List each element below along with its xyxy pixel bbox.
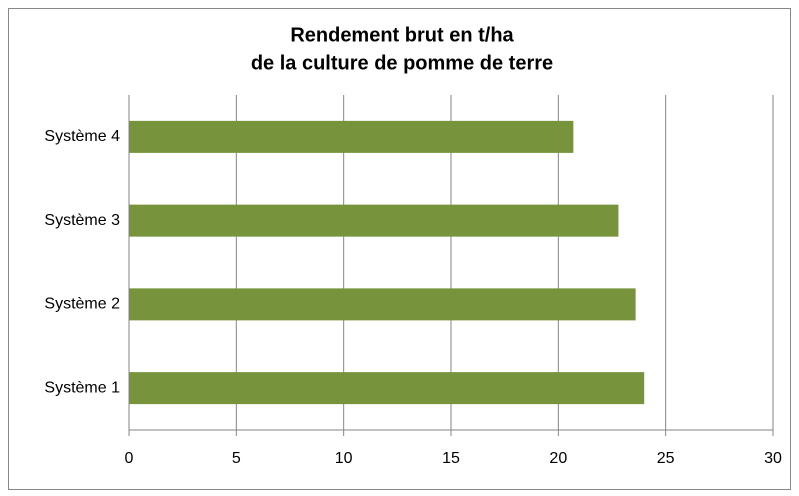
chart-title: de la culture de pomme de terre [251,52,553,74]
x-tick-label: 25 [657,450,675,467]
y-tick-label: Système 3 [44,212,120,229]
bar [129,204,619,237]
x-tick-label: 10 [335,450,353,467]
chart-border [8,8,791,490]
chart-title: Rendement brut en t/ha [290,24,514,46]
y-tick-label: Système 4 [44,128,120,145]
x-tick-label: 30 [764,450,782,467]
bar [129,120,574,153]
x-tick-label: 20 [549,450,567,467]
bar [129,372,645,405]
bar [129,288,636,321]
y-tick-label: Système 1 [44,379,120,396]
x-tick-label: 15 [442,450,460,467]
x-tick-label: 0 [125,450,134,467]
x-tick-label: 5 [232,450,241,467]
y-tick-label: Système 2 [44,296,120,313]
